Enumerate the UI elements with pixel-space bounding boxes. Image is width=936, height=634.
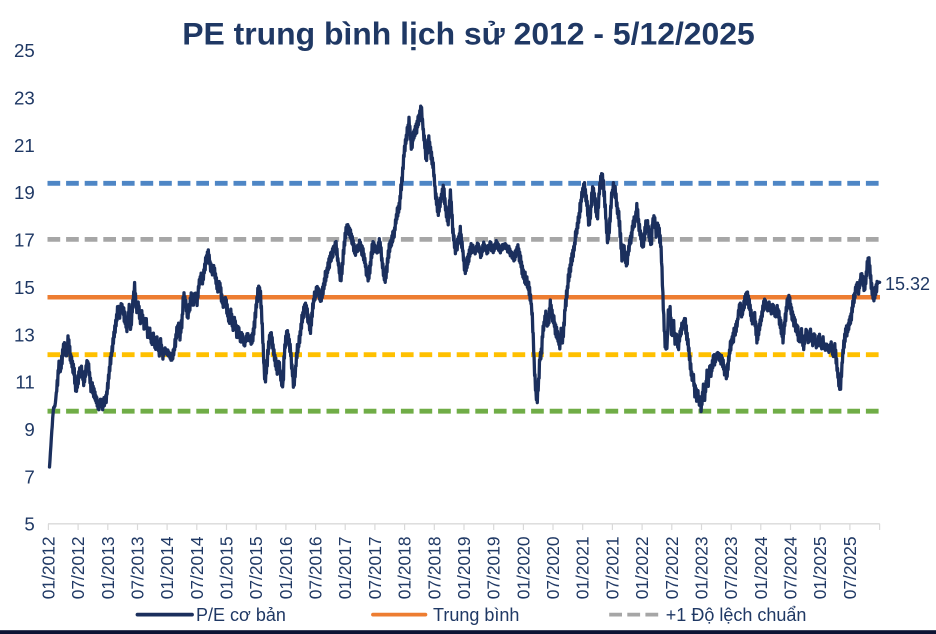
svg-text:01/2014: 01/2014: [157, 536, 177, 599]
svg-text:01/2017: 01/2017: [335, 536, 355, 599]
svg-text:01/2019: 01/2019: [454, 536, 474, 599]
svg-text:23: 23: [14, 88, 35, 109]
svg-text:01/2013: 01/2013: [98, 536, 118, 599]
svg-text:15: 15: [14, 277, 35, 298]
svg-text:13: 13: [14, 324, 35, 345]
svg-text:+1 Độ lệch chuẩn: +1 Độ lệch chuẩn: [666, 605, 807, 625]
svg-text:07/2020: 07/2020: [543, 536, 563, 599]
svg-text:17: 17: [14, 230, 35, 251]
svg-text:9: 9: [24, 419, 34, 440]
svg-text:21: 21: [14, 135, 35, 156]
svg-text:07/2023: 07/2023: [721, 536, 741, 599]
svg-text:01/2012: 01/2012: [38, 536, 58, 599]
svg-text:07/2019: 07/2019: [484, 536, 504, 599]
svg-text:01/2016: 01/2016: [276, 536, 296, 599]
svg-text:07/2022: 07/2022: [662, 536, 682, 599]
svg-text:01/2025: 01/2025: [810, 536, 830, 599]
svg-text:07/2018: 07/2018: [424, 536, 444, 599]
svg-text:5: 5: [24, 514, 34, 535]
svg-text:07/2014: 07/2014: [187, 536, 207, 599]
svg-text:07/2024: 07/2024: [781, 536, 801, 599]
svg-text:15.32: 15.32: [885, 274, 930, 294]
svg-text:07/2025: 07/2025: [840, 536, 860, 599]
svg-text:PE trung bình lịch sử 2012 - 5: PE trung bình lịch sử 2012 - 5/12/2025: [182, 16, 755, 52]
svg-text:01/2023: 01/2023: [692, 536, 712, 599]
svg-text:01/2021: 01/2021: [573, 536, 593, 599]
svg-text:Trung bình: Trung bình: [433, 605, 519, 625]
svg-text:07/2016: 07/2016: [306, 536, 326, 599]
svg-text:01/2024: 01/2024: [751, 536, 771, 599]
svg-text:11: 11: [15, 372, 34, 393]
svg-text:25: 25: [14, 40, 35, 61]
svg-text:01/2020: 01/2020: [513, 536, 533, 599]
svg-text:07/2012: 07/2012: [68, 536, 88, 599]
svg-text:07/2015: 07/2015: [246, 536, 266, 599]
svg-text:07/2013: 07/2013: [128, 536, 148, 599]
svg-text:07/2021: 07/2021: [602, 536, 622, 599]
svg-text:P/E cơ bản: P/E cơ bản: [196, 605, 286, 625]
svg-text:07/2017: 07/2017: [365, 536, 385, 599]
svg-text:01/2015: 01/2015: [217, 536, 237, 599]
svg-text:7: 7: [24, 466, 34, 487]
svg-text:19: 19: [14, 182, 35, 203]
svg-text:01/2018: 01/2018: [395, 536, 415, 599]
svg-text:01/2022: 01/2022: [632, 536, 652, 599]
